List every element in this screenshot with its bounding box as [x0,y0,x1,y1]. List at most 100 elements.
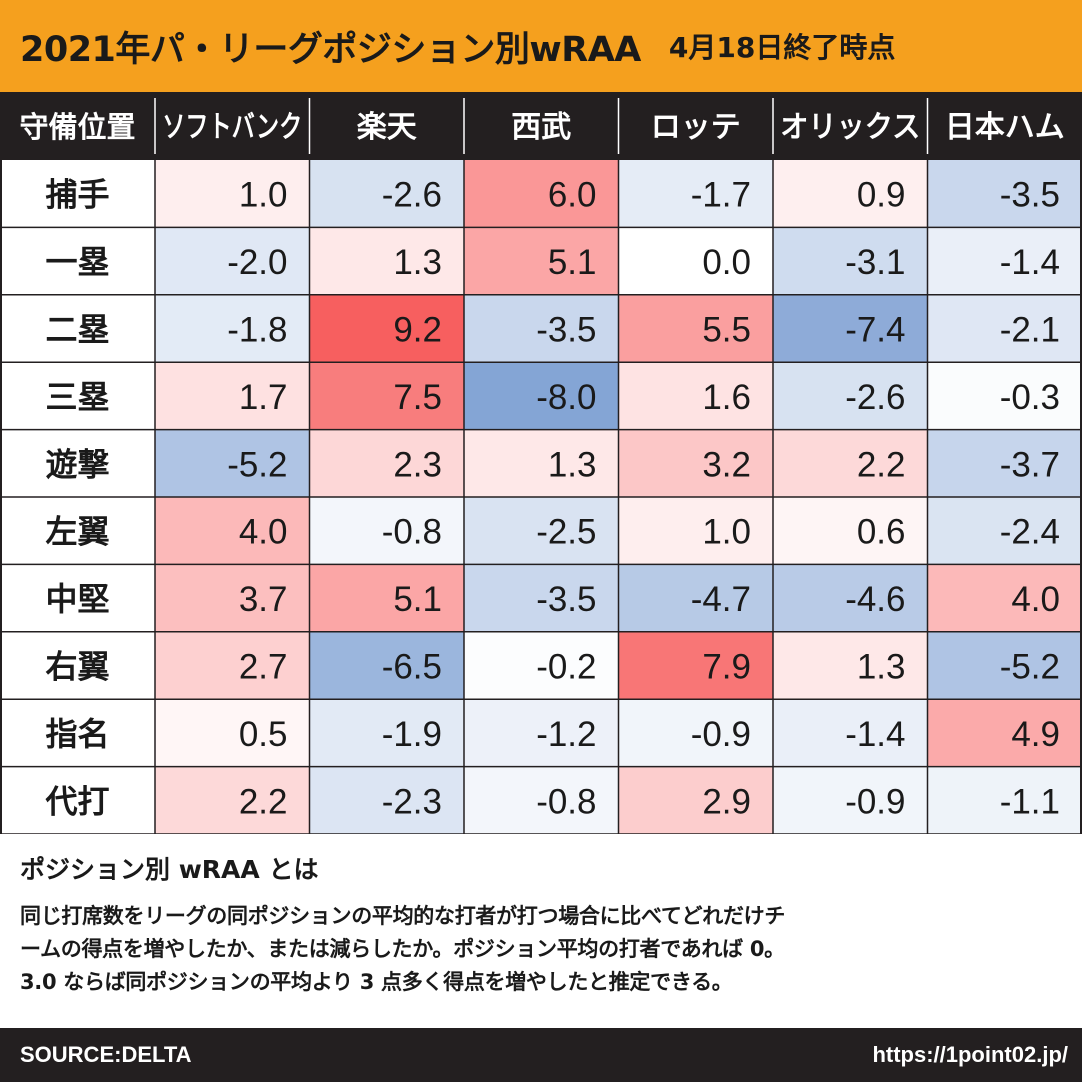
heatmap-cell [155,497,310,565]
heatmap-cell [464,429,619,497]
heatmap-cell [618,497,773,565]
row-label: 遊撃 [45,445,109,483]
row-label: 一塁 [45,243,109,281]
cell-value: -7.4 [845,311,905,350]
heatmap-cell [618,227,773,295]
cell-value: 1.0 [702,513,751,552]
cell-value: -1.7 [691,176,751,215]
cell-value: -3.1 [845,243,905,282]
heatmap-cell [309,631,464,700]
heatmap-cell [773,227,928,295]
cell-value: -3.5 [536,580,596,619]
cell-value: -0.3 [1000,378,1060,417]
cell-value: -0.2 [536,648,596,687]
source-label: SOURCE:DELTA [20,1042,192,1067]
cell-value: -5.2 [1000,648,1060,687]
heatmap-cell [309,429,464,497]
cell-value: -1.9 [382,715,442,754]
heatmap-cell [927,631,1082,700]
cell-value: 2.9 [702,782,751,821]
row-label: 右翼 [45,648,109,686]
heatmap-cell [618,766,773,834]
heatmap-cell [464,160,619,228]
cell-value: -8.0 [536,378,596,417]
heatmap-cell [309,160,464,228]
header-row [0,92,1082,160]
description-line: 同じ打席数をリーグの同ポジションの平均的な打者が打つ場合に比べてどれだけチ [20,904,786,928]
cell-value: 0.9 [857,176,906,215]
row-label: 捕手 [45,176,109,214]
cell-value: -1.4 [845,715,905,754]
cell-value: 4.0 [1011,580,1060,619]
heatmap-cell [155,362,310,430]
cell-value: 6.0 [548,176,597,215]
cell-value: 1.6 [702,378,751,417]
heatmap-cell [309,227,464,295]
cell-value: -4.6 [845,580,905,619]
cell-value: -2.0 [227,243,287,282]
cell-value: 5.5 [702,311,751,350]
heatmap-cell [927,227,1082,295]
cell-value: -0.9 [691,715,751,754]
heatmap-cell [927,766,1082,834]
cell-value: 0.5 [239,715,288,754]
heatmap-cell [464,497,619,565]
cell-value: 2.7 [239,648,288,687]
description: ポジション別 wRAA とは 同じ打席数をリーグの同ポジションの平均的な打者が打… [20,850,1070,999]
description-line: 3.0 ならば同ポジションの平均より 3 点多く得点を増やしたと推定できる。 [20,970,733,994]
cell-value: 1.0 [239,176,288,215]
title-bar: 2021年パ・リーグポジション別wRAA 4月18日終了時点 [0,0,1082,92]
heatmap-cell [927,160,1082,228]
heatmap-cell [309,766,464,834]
column-header: ロッテ [651,110,741,145]
heatmap-cell [927,429,1082,497]
heatmap-cell [464,699,619,767]
heatmap-cell [773,564,928,632]
heatmap-cell [309,564,464,632]
heatmap-cell [618,362,773,430]
heatmap-cell [927,699,1082,767]
cell-value: 2.2 [239,782,288,821]
row-label: 代打 [44,782,109,820]
cell-value: -1.8 [227,311,287,350]
row-label-cell [0,631,155,700]
cell-value: 3.7 [239,580,288,619]
heatmap-cell [155,699,310,767]
heatmap-cell [618,699,773,767]
heatmap-cell [927,497,1082,565]
cell-value: 2.3 [393,445,442,484]
cell-value: 2.2 [857,445,906,484]
cell-value: -2.6 [382,176,442,215]
heatmap-cell [773,766,928,834]
column-header: オリックス [780,110,920,145]
cell-value: -1.4 [1000,243,1060,282]
heatmap-cell [773,631,928,700]
chart-subtitle: 4月18日終了時点 [668,31,896,64]
row-label-cell [0,429,155,497]
cell-value: 5.1 [548,243,597,282]
cell-value: -4.7 [691,580,751,619]
heatmap-cell [464,227,619,295]
row-label-cell [0,699,155,767]
row-label-cell [0,362,155,430]
heatmap-cell [155,631,310,700]
cell-value: -2.6 [845,378,905,417]
row-label-cell [0,160,155,228]
cell-value: -5.2 [227,445,287,484]
column-header: 楽天 [357,110,417,145]
cell-value: -1.1 [1000,782,1060,821]
site-url[interactable]: https://1point02.jp/ [872,1042,1068,1067]
heatmap-cell [618,564,773,632]
footer: SOURCE:DELTA https://1point02.jp/ [0,1028,1082,1082]
heatmap-cell [155,564,310,632]
cell-value: -6.5 [382,648,442,687]
cell-value: 1.7 [239,378,288,417]
row-label-cell [0,564,155,632]
heatmap-cell [464,564,619,632]
row-label: 中堅 [45,580,109,618]
corner-label: 守備位置 [19,110,135,144]
row-label-cell [0,227,155,295]
heatmap-cell [309,497,464,565]
cell-value: 0.6 [857,513,906,552]
cell-value: 5.1 [393,580,442,619]
